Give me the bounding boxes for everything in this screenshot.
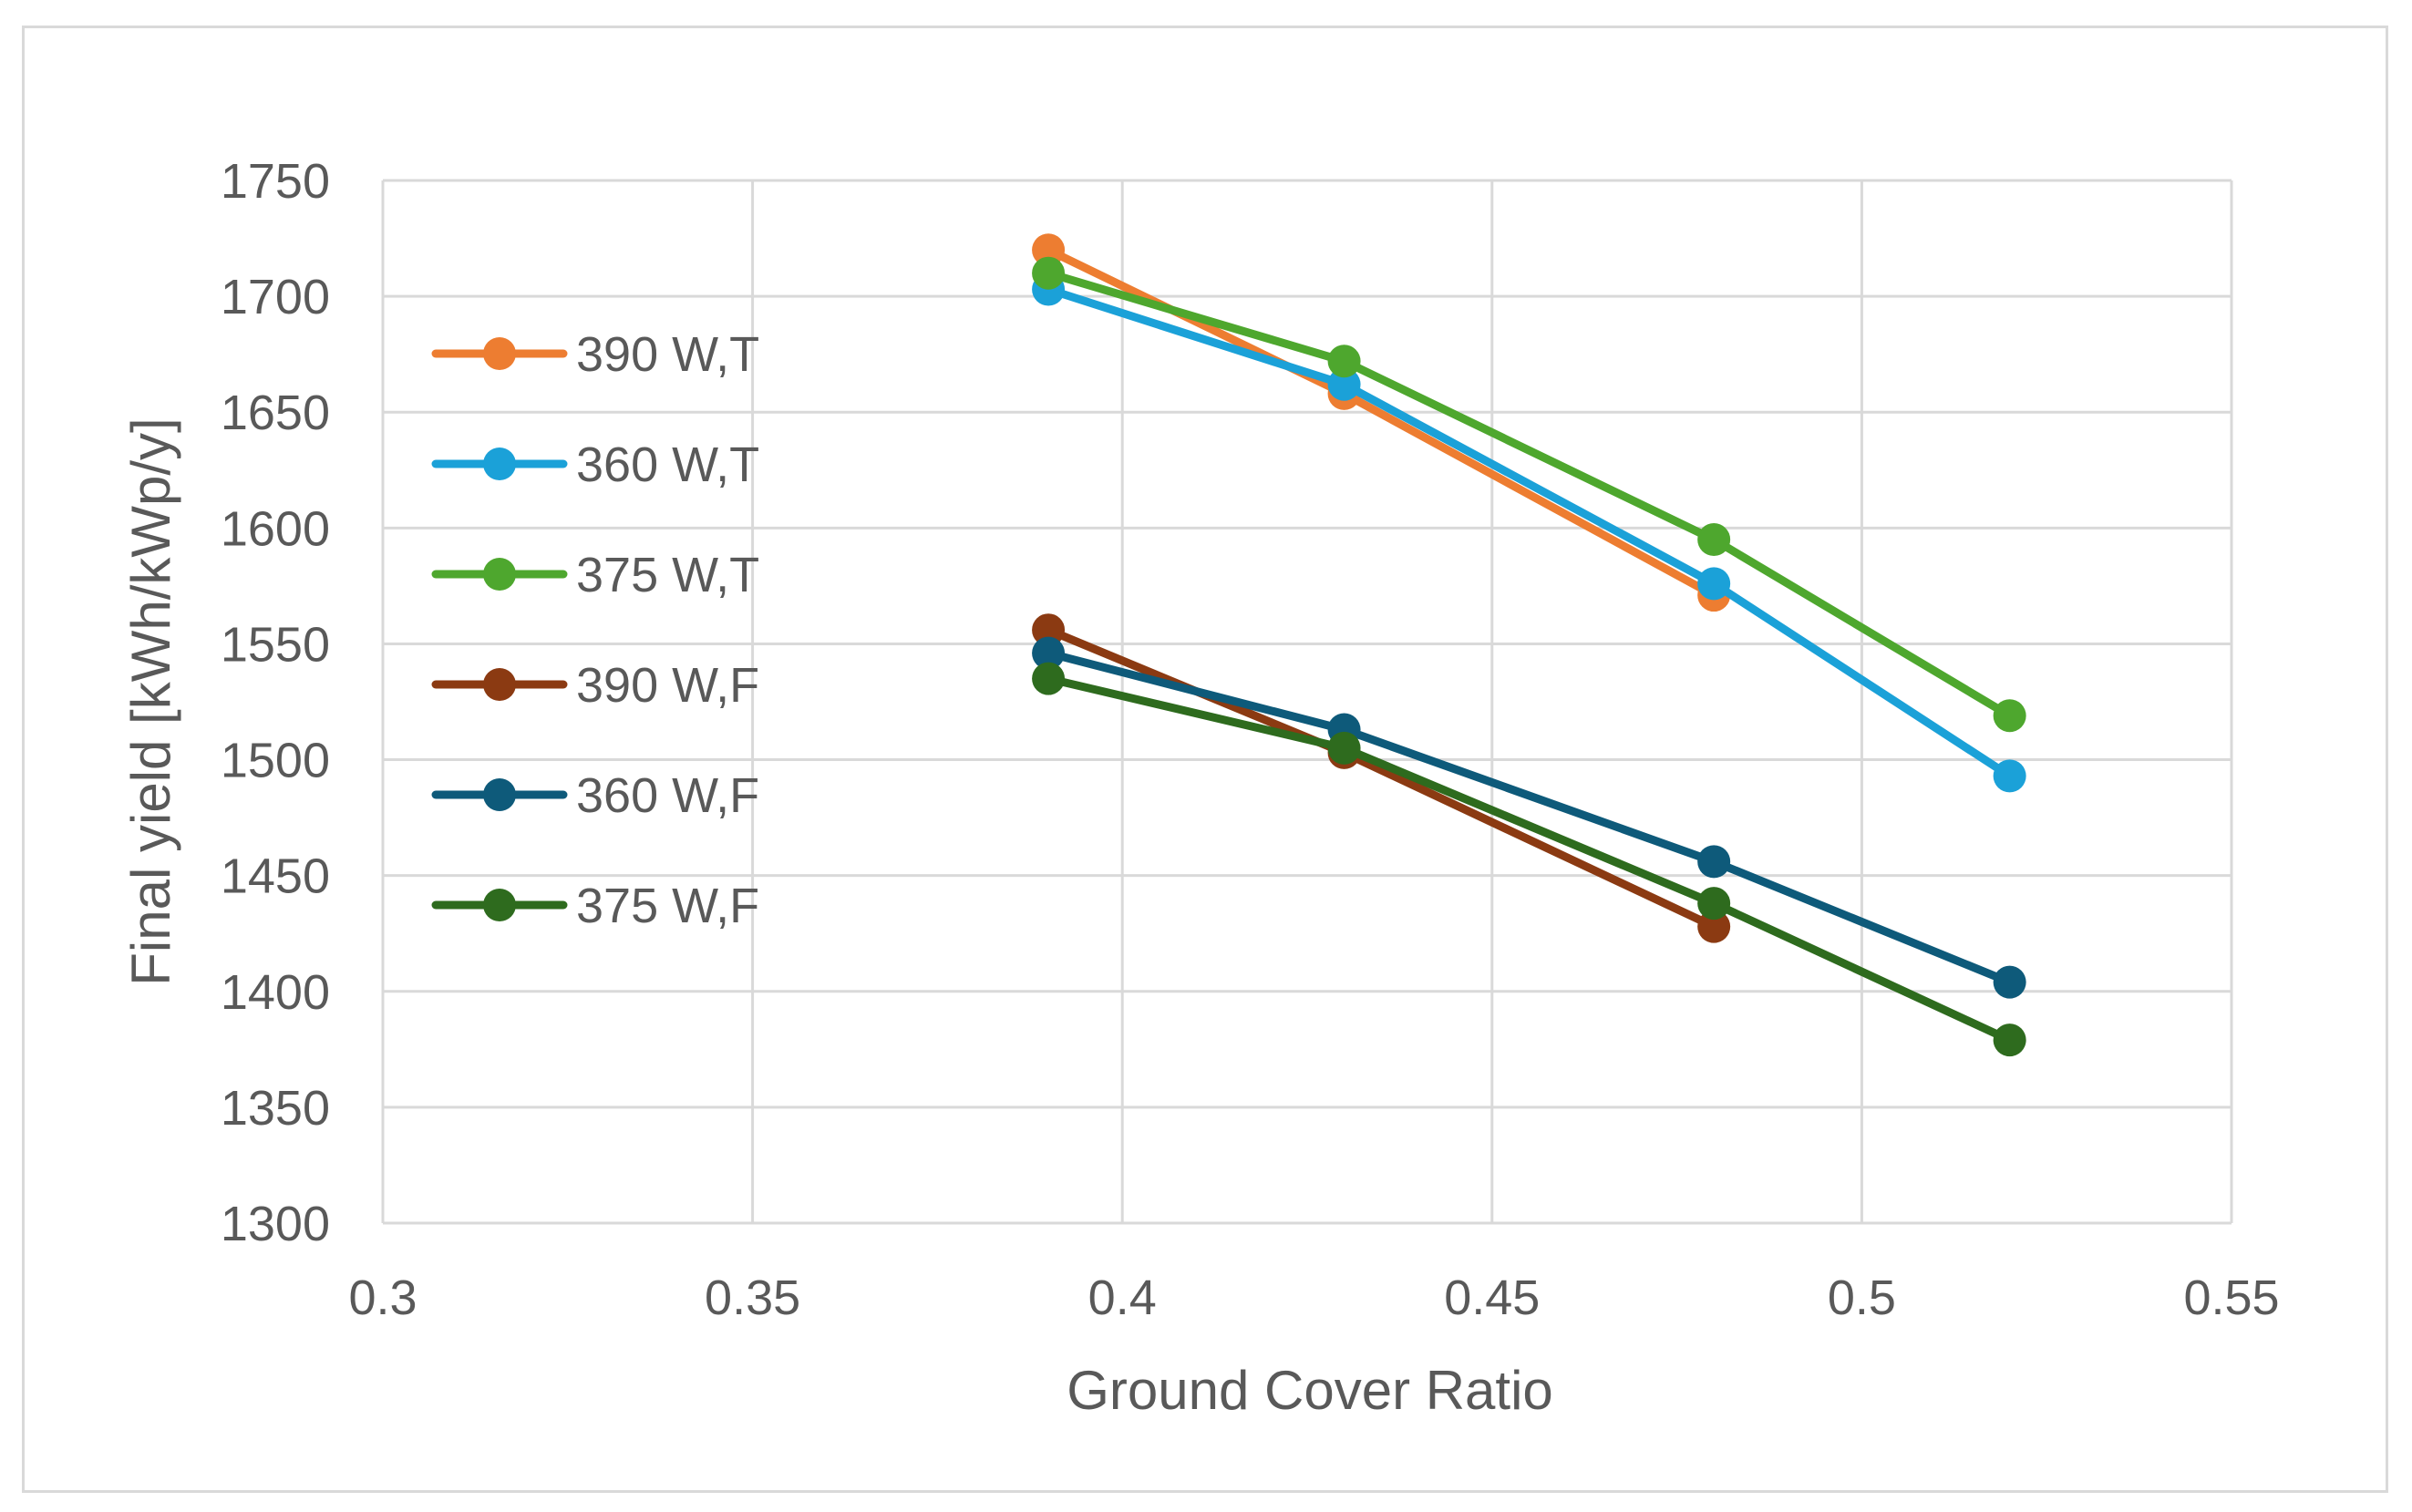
data-point <box>1032 613 1066 647</box>
legend-label: 375 W,T <box>576 548 759 602</box>
series-layer <box>1032 233 2026 1057</box>
legend-label: 360 W,F <box>576 768 759 823</box>
legend-marker <box>483 889 516 921</box>
series-360-w-t <box>1032 273 2026 793</box>
y-tick-labels: 1300 1350 1400 1450 1500 1550 1600 1650 1700 1750 <box>221 154 330 1251</box>
y-tick-label: 1500 <box>221 734 330 788</box>
series-line <box>1044 284 2015 780</box>
x-tick-label: 0.4 <box>1088 1270 1157 1325</box>
legend-marker <box>483 337 516 370</box>
data-point <box>1032 662 1066 695</box>
data-point <box>1993 1023 2026 1057</box>
legend-item: 375 W,T <box>431 548 759 602</box>
data-point <box>1032 233 1066 267</box>
y-tick-label: 1400 <box>221 965 330 1020</box>
legend-item: 360 W,T <box>431 437 759 492</box>
data-point <box>1697 523 1731 557</box>
data-point <box>1697 887 1731 921</box>
x-axis-title: Ground Cover Ratio <box>1067 1360 1553 1421</box>
x-tick-label: 0.55 <box>2183 1270 2279 1325</box>
x-tick-label: 0.3 <box>348 1270 417 1325</box>
data-point <box>1032 256 1066 290</box>
legend-marker <box>483 558 516 591</box>
legend-item: 390 W,T <box>431 327 759 382</box>
data-point <box>1327 731 1361 765</box>
series-390-w-t <box>1032 233 1731 612</box>
series-375-w-t <box>1032 256 2026 733</box>
y-axis-title: Final yield [kWh/kWp/y] <box>120 417 181 985</box>
data-point <box>1993 699 2026 733</box>
legend-marker <box>483 668 516 701</box>
series-line <box>1044 674 2015 1044</box>
y-tick-label: 1350 <box>221 1081 330 1136</box>
series-360-w-f <box>1032 636 2026 999</box>
legend-item: 360 W,F <box>431 768 759 823</box>
data-point <box>1327 367 1361 401</box>
y-tick-label: 1450 <box>221 849 330 904</box>
data-point <box>1993 759 2026 793</box>
data-point <box>1697 567 1731 601</box>
x-tick-label: 0.5 <box>1828 1270 1896 1325</box>
legend-marker <box>483 447 516 480</box>
legend-label: 390 W,T <box>576 327 759 382</box>
series-line <box>1044 649 2015 987</box>
y-tick-label: 1300 <box>221 1197 330 1251</box>
series-line <box>1044 269 2015 720</box>
legend: 390 W,T 360 W,T 375 W,T 390 W,F 360 W,F 375 W… <box>431 327 759 933</box>
x-tick-labels: 0.3 0.35 0.4 0.45 0.5 0.55 <box>348 1270 2279 1325</box>
grid <box>381 179 2233 1225</box>
series-line <box>1044 625 1718 931</box>
legend-label: 390 W,F <box>576 658 759 713</box>
series-390-w-f <box>1032 613 1731 943</box>
data-point <box>1327 345 1361 378</box>
data-point <box>1697 845 1731 879</box>
legend-marker <box>483 778 516 811</box>
data-point <box>1697 910 1731 943</box>
x-tick-label: 0.45 <box>1444 1270 1540 1325</box>
data-point <box>1993 965 2026 999</box>
y-tick-label: 1550 <box>221 617 330 672</box>
legend-item: 390 W,F <box>431 658 759 713</box>
legend-label: 375 W,F <box>576 879 759 933</box>
y-tick-label: 1700 <box>221 270 330 324</box>
legend-label: 360 W,T <box>576 437 759 492</box>
series-375-w-f <box>1032 662 2026 1057</box>
y-tick-label: 1650 <box>221 386 330 440</box>
y-tick-label: 1750 <box>221 154 330 209</box>
x-tick-label: 0.35 <box>705 1270 800 1325</box>
y-tick-label: 1600 <box>221 501 330 556</box>
legend-item: 375 W,F <box>431 879 759 933</box>
data-point <box>1032 636 1066 670</box>
